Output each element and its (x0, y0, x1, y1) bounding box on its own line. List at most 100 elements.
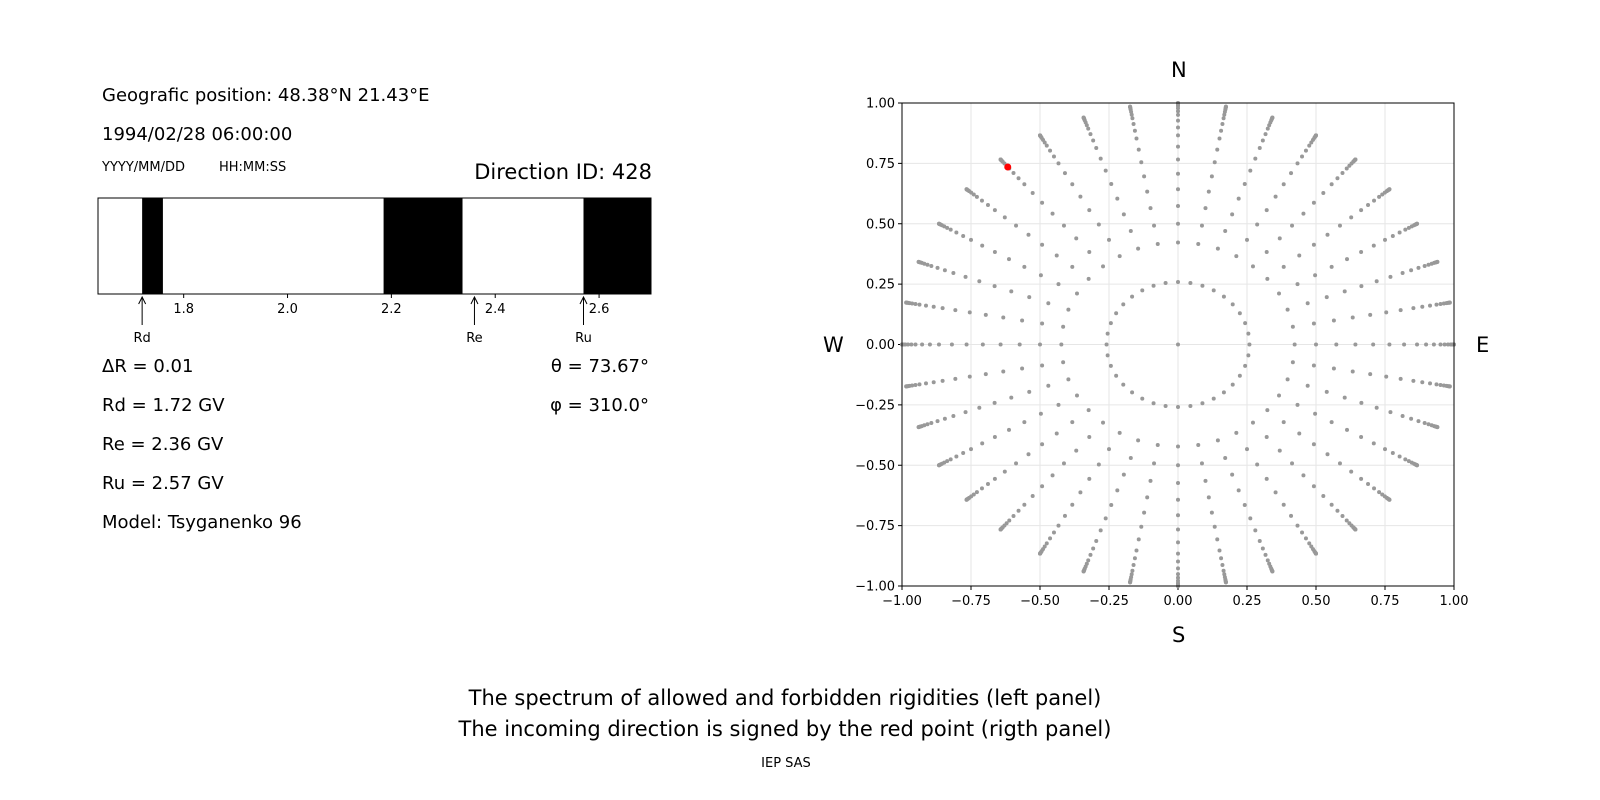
direction-point (1200, 283, 1205, 288)
direction-point (1359, 434, 1364, 439)
direction-point (1027, 295, 1032, 300)
direction-point (1253, 528, 1258, 533)
direction-point (1264, 208, 1269, 213)
direction-point (1176, 125, 1180, 130)
direction-point (1289, 171, 1294, 176)
direction-point (1337, 461, 1342, 466)
direction-point (1230, 302, 1235, 307)
direction-point (998, 157, 1003, 162)
direction-point (1020, 366, 1025, 371)
direction-point (1001, 369, 1006, 374)
footer-line-2: The incoming direction is signed by the … (458, 717, 1112, 741)
direction-point (1301, 211, 1306, 216)
direction-point (931, 304, 936, 309)
direction-point (1176, 463, 1180, 468)
direction-point (1277, 236, 1282, 241)
direction-point (1087, 476, 1092, 481)
date-format: YYYY/MM/DD (102, 160, 185, 175)
direction-point (1220, 563, 1225, 568)
direction-point (1152, 223, 1157, 228)
direction-point (1314, 551, 1318, 556)
direction-point (979, 198, 984, 203)
direction-point (935, 265, 940, 270)
direction-point (1091, 546, 1096, 551)
y-tick-label: −1.00 (855, 580, 895, 595)
direction-point (1273, 490, 1278, 495)
direction-point (1374, 405, 1379, 410)
direction-point (1050, 473, 1055, 478)
direction-point (1321, 494, 1326, 499)
footer-credit: IEP SAS (761, 756, 811, 771)
direction-point (1305, 301, 1310, 306)
direction-point (1056, 161, 1061, 166)
direction-point (1105, 331, 1110, 336)
direction-point (1289, 513, 1294, 518)
direction-point (1221, 390, 1226, 395)
direction-point (1371, 243, 1376, 248)
direction-point (1221, 568, 1226, 573)
direction-point (1248, 168, 1253, 173)
direction-id: Direction ID: 428 (474, 160, 652, 184)
direction-point (1212, 524, 1217, 529)
direction-point (1048, 148, 1053, 153)
direction-point (1022, 264, 1027, 269)
direction-point (1246, 353, 1251, 358)
direction-point (1176, 157, 1180, 162)
direction-point (1066, 377, 1071, 382)
direction-point (1403, 457, 1408, 462)
direction-point (1044, 541, 1049, 546)
direction-point (1176, 144, 1180, 149)
x-tick-label: 0.75 (1371, 594, 1400, 609)
direction-point (1426, 262, 1431, 267)
direction-point (1176, 279, 1180, 284)
direction-point (969, 237, 973, 242)
direction-point (1359, 400, 1364, 405)
direction-point (1234, 430, 1239, 435)
spectrum-tick-label: 1.8 (173, 302, 194, 317)
direction-point (1176, 444, 1180, 449)
direction-point (925, 262, 930, 267)
direction-point (1151, 283, 1156, 288)
direction-point (1245, 447, 1249, 452)
direction-point (1115, 488, 1120, 493)
direction-point (1001, 315, 1006, 320)
direction-point (1285, 307, 1290, 312)
direction-point (1176, 559, 1180, 564)
direction-point (1265, 126, 1270, 131)
direction-point (1163, 280, 1168, 285)
direction-point (1176, 513, 1180, 518)
direction-point (1353, 157, 1358, 162)
direction-point (1006, 257, 1011, 262)
direction-point (1176, 187, 1180, 192)
direction-point (1307, 541, 1312, 546)
direction-point (974, 490, 979, 495)
direction-point (1070, 502, 1075, 507)
direction-point (1223, 580, 1228, 585)
direction-point (1314, 342, 1318, 347)
y-tick-label: 1.00 (866, 97, 895, 112)
direction-point (1002, 469, 1007, 474)
direction-point (1290, 223, 1295, 228)
direction-point (1290, 461, 1295, 466)
direction-point (1281, 264, 1286, 269)
direction-point (1372, 198, 1377, 203)
direction-point (1236, 196, 1241, 201)
direction-point (1128, 104, 1133, 109)
direction-point (1334, 342, 1339, 347)
direction-point (1300, 530, 1305, 535)
direction-point (1074, 236, 1079, 241)
rd-value: Rd = 1.72 GV (102, 395, 225, 416)
direction-point (980, 243, 985, 248)
forbidden-band (142, 198, 163, 294)
direction-point (1188, 280, 1193, 285)
direction-point (1220, 121, 1225, 126)
direction-point (1329, 264, 1334, 269)
direction-point (992, 250, 997, 255)
direction-point (1086, 558, 1091, 563)
direction-point (967, 374, 972, 379)
direction-point (1051, 530, 1056, 535)
direction-point (1257, 145, 1262, 150)
direction-point (1230, 472, 1235, 477)
direction-point (1211, 396, 1216, 401)
direction-point (1290, 360, 1295, 365)
